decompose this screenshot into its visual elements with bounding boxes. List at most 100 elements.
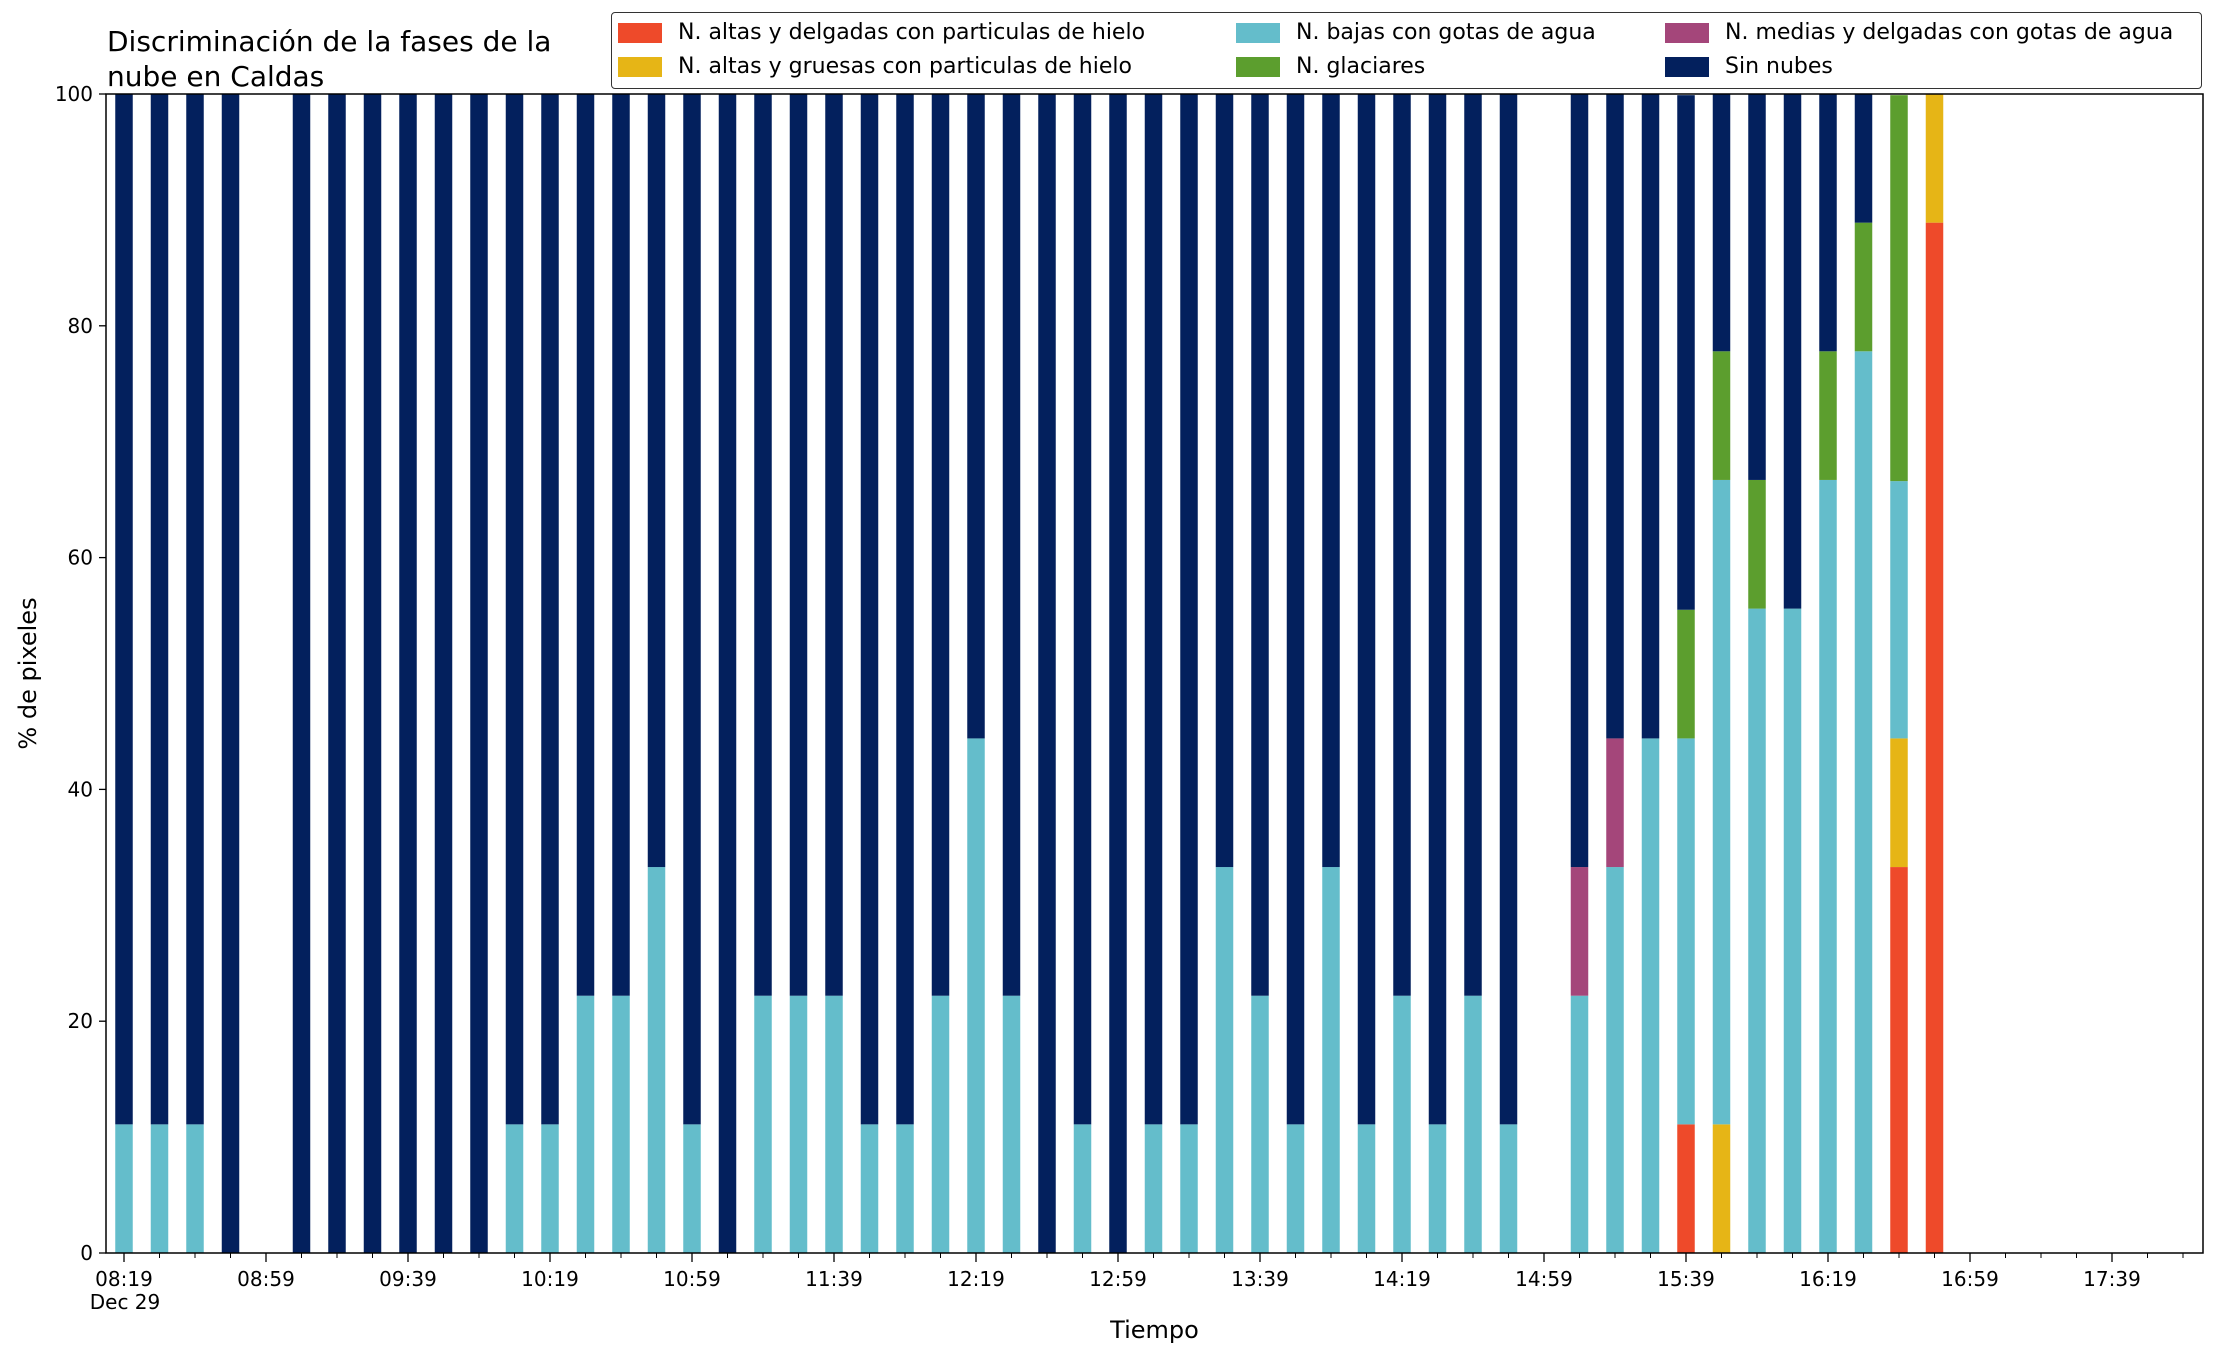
bar-segment	[1073, 1124, 1092, 1253]
bar-segment	[541, 1124, 559, 1253]
chart-title-line-2: nube en Caldas	[107, 60, 325, 93]
bar-segment	[1002, 995, 1021, 1253]
bar-segment	[363, 94, 382, 1253]
bar-segment	[931, 94, 950, 996]
bar-segment	[1677, 609, 1695, 739]
bar-segment	[1357, 94, 1376, 1125]
legend-label: N. medias y delgadas con gotas de agua	[1725, 20, 2174, 45]
bar-segment	[1286, 1124, 1305, 1253]
legend-swatch	[618, 23, 662, 43]
bar-segment	[1819, 94, 1837, 352]
legend-label: N. glaciares	[1296, 54, 1426, 79]
bar-segment	[1322, 94, 1340, 868]
bar-segment	[115, 94, 133, 1125]
bar-segment	[1712, 351, 1731, 480]
bar-segment	[1570, 867, 1589, 996]
chart-title-line-1: Discriminación de la fases de la	[107, 25, 552, 58]
legend-item-sin-nubes: Sin nubes	[1665, 54, 1833, 80]
bar-segment	[931, 995, 950, 1253]
bar-segment	[1890, 738, 1908, 868]
x-tick-label: 16:59	[1941, 1267, 1999, 1291]
bar-segment	[860, 94, 879, 1125]
bar-segment	[1606, 867, 1624, 1253]
bar-segment	[1180, 1124, 1198, 1253]
bar-segment	[1251, 94, 1269, 996]
bar-segment	[1925, 222, 1944, 1253]
x-tick-label: 12:19	[947, 1267, 1005, 1291]
x-tick-label: 12:59	[1089, 1267, 1147, 1291]
x-tick-label: 10:19	[521, 1267, 579, 1291]
bar-segment	[576, 995, 595, 1253]
bar-segment	[186, 1124, 204, 1253]
bar-segment	[1393, 995, 1411, 1253]
bar-segment	[967, 94, 985, 739]
bar-segment	[1677, 1124, 1695, 1253]
bar-segment	[150, 94, 169, 1125]
plot-frame	[105, 93, 2204, 1254]
bar-segment	[1819, 479, 1837, 1253]
bar-segment	[754, 94, 772, 996]
bar-segment	[1464, 94, 1482, 996]
bar-segment	[683, 94, 701, 1125]
legend-swatch	[1665, 23, 1709, 43]
y-tick-label: 0	[80, 1241, 93, 1265]
bar-segment	[1890, 481, 1908, 739]
bar-segment	[1712, 94, 1731, 352]
bar-segment	[1499, 1124, 1518, 1253]
bar-segment	[718, 94, 737, 1253]
bar-segment	[1854, 222, 1873, 352]
bar-segment	[186, 94, 204, 1125]
bar-segment	[1677, 738, 1695, 1125]
bar-segment	[1038, 94, 1056, 1253]
legend-label: N. altas y gruesas con particulas de hie…	[678, 54, 1132, 79]
bar-segment	[1783, 608, 1802, 1253]
bar-segment	[1393, 94, 1411, 996]
bar-segment	[1748, 94, 1766, 480]
x-tick-label: 15:39	[1657, 1267, 1715, 1291]
x-tick-label: 14:19	[1373, 1267, 1431, 1291]
bar-segment	[1180, 94, 1198, 1125]
x-date-label: Dec 29	[90, 1290, 161, 1314]
bar-segment	[1570, 94, 1589, 868]
legend-label: N. altas y delgadas con particulas de hi…	[678, 20, 1146, 45]
x-tick-label: 09:39	[379, 1267, 437, 1291]
y-tick-label: 20	[68, 1009, 93, 1033]
x-tick-label: 10:59	[663, 1267, 721, 1291]
x-tick-label: 16:19	[1799, 1267, 1857, 1291]
bar-segment	[505, 94, 524, 1125]
bar-segment	[825, 94, 843, 996]
x-axis-title: Tiempo	[1109, 1316, 1199, 1344]
bar-segment	[860, 1124, 879, 1253]
legend-label: Sin nubes	[1725, 54, 1833, 79]
bar-segment	[1854, 94, 1873, 223]
bar-segment	[1144, 94, 1163, 1125]
legend-swatch	[1236, 23, 1280, 43]
bar-segment	[612, 94, 630, 996]
bar-segment	[1428, 1124, 1447, 1253]
bar-segment	[1499, 94, 1518, 1125]
bar-segment	[683, 1124, 701, 1253]
bar-segment	[115, 1124, 133, 1253]
bar-segment	[647, 94, 666, 868]
bar-segment	[399, 94, 417, 1253]
legend-swatch	[618, 57, 662, 77]
bar-segment	[1712, 479, 1731, 1125]
bar-segment	[541, 94, 559, 1125]
chart-title: Discriminación de la fases de la nube en…	[107, 24, 551, 94]
bar-segment	[1428, 94, 1447, 1125]
bar-segment	[505, 1124, 524, 1253]
bar-segment	[1641, 94, 1660, 739]
bar-segment	[328, 94, 346, 1253]
y-tick-label: 60	[68, 546, 93, 570]
legend-item-medias: N. medias y delgadas con gotas de agua	[1665, 20, 2173, 46]
x-tick-label: 14:59	[1515, 1267, 1573, 1291]
bar-segment	[789, 995, 808, 1253]
bar-segment	[1215, 867, 1234, 1253]
x-tick-label: 08:59	[237, 1267, 295, 1291]
legend-item-glaciares: N. glaciares	[1236, 54, 1425, 80]
bar-segment	[1002, 94, 1021, 996]
bar-segment	[1606, 94, 1624, 739]
x-tick-label: 13:39	[1231, 1267, 1289, 1291]
bar-segment	[1890, 867, 1908, 1253]
bar-segment	[1073, 94, 1092, 1125]
